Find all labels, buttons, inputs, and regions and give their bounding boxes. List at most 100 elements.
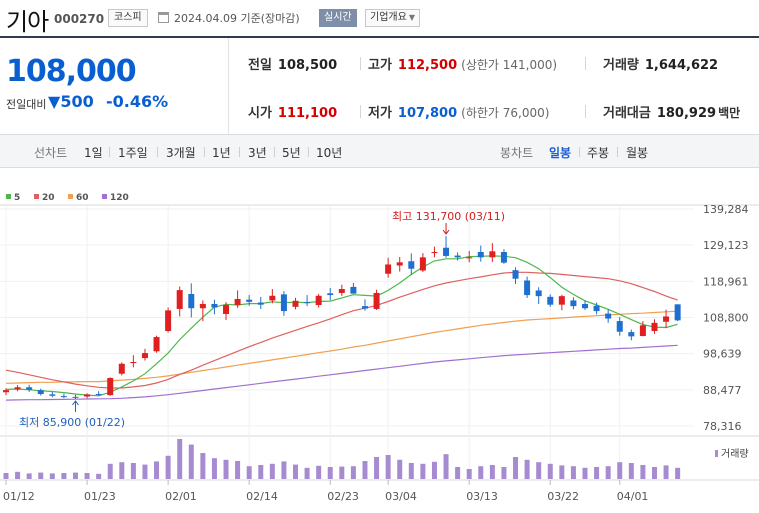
- candle-down: [547, 296, 554, 305]
- company-info-dropdown[interactable]: 기업개요 ▼: [365, 9, 420, 27]
- volume-bar: [362, 461, 368, 479]
- low-arrow-icon: [72, 400, 79, 406]
- candle-up: [3, 390, 9, 393]
- tab-period-1d[interactable]: 1일: [84, 146, 103, 160]
- volume-bar: [130, 463, 136, 479]
- low-label: 저가: [368, 106, 392, 121]
- volume: 거래량 1,644,622: [603, 54, 718, 73]
- candle-down: [327, 293, 334, 296]
- candle-down: [674, 304, 681, 321]
- volume-bar: [61, 473, 67, 479]
- tab-period-3y[interactable]: 3년: [248, 146, 267, 160]
- candle-down: [628, 332, 635, 337]
- volume-bar: [293, 464, 298, 479]
- volume-bar: [651, 467, 657, 479]
- high-value: 112,500: [397, 58, 458, 73]
- volume-label: 거래량: [721, 448, 749, 460]
- x-tick-label: 03/04: [385, 490, 417, 503]
- volume-bar: [211, 458, 217, 479]
- y-tick-label: 108,800: [703, 312, 749, 325]
- volume-bar: [304, 467, 310, 479]
- y-tick-label: 78,316: [703, 420, 742, 433]
- volume-legend-swatch: [715, 450, 718, 457]
- volume-bar: [316, 465, 322, 479]
- candle-down: [582, 303, 588, 309]
- x-tick-label: 01/23: [84, 490, 116, 503]
- volume-bar: [246, 466, 252, 479]
- stock-header: 기아 000270 코스피 2024.04.09 기준(장마감) 실시간 기업개…: [0, 0, 759, 36]
- tab-candle-monthly[interactable]: 월봉: [626, 146, 649, 160]
- volume-bar: [281, 461, 287, 479]
- candle-down: [535, 290, 542, 297]
- candle-up: [489, 251, 496, 258]
- candle-up: [141, 353, 148, 359]
- tab-separator: [274, 147, 275, 157]
- candle-up: [234, 298, 241, 306]
- cell-divider: [360, 105, 361, 118]
- candle-down: [60, 396, 67, 398]
- candle-down: [477, 252, 484, 258]
- volume-bar: [431, 461, 437, 479]
- calendar-icon: [158, 12, 169, 23]
- tab-period-5y[interactable]: 5년: [282, 146, 301, 160]
- tab-separator: [617, 147, 618, 157]
- tab-separator: [579, 147, 580, 157]
- legend-swatch-5: [6, 194, 11, 199]
- candle-down: [408, 261, 415, 269]
- volume-bar: [223, 459, 229, 479]
- chevron-down-icon: ▼: [408, 13, 415, 22]
- candle-up: [338, 289, 345, 293]
- upper-limit: (상한가 141,000): [461, 58, 558, 72]
- tab-period-10y[interactable]: 10년: [316, 146, 343, 160]
- tab-candle-weekly[interactable]: 주봉: [587, 146, 610, 160]
- change-percent: -0.46%: [106, 92, 169, 111]
- amount-value: 180,929: [656, 106, 717, 121]
- volume-bar: [119, 462, 125, 479]
- y-tick-label: 88,477: [703, 384, 742, 397]
- volume-bar: [3, 473, 9, 479]
- prev-close-label: 전일: [248, 58, 272, 73]
- volume-bar: [536, 462, 542, 479]
- candle-down: [350, 286, 357, 294]
- volume-bar: [570, 466, 576, 479]
- candle-down: [211, 303, 218, 308]
- tab-period-1y[interactable]: 1년: [212, 146, 231, 160]
- stock-code: 000270: [54, 12, 105, 26]
- ma5-line: [5, 255, 678, 397]
- candle-down: [512, 270, 519, 279]
- current-price: 108,000: [6, 54, 137, 89]
- market-badge: 코스피: [108, 9, 148, 27]
- period-bar: 선차트 1일 1주일 3개월 1년 3년 5년 10년 봉차트 일봉 주봉 월봉: [0, 134, 759, 168]
- stock-name: 기아: [6, 8, 49, 36]
- volume-bar: [605, 466, 611, 479]
- x-tick-label: 02/14: [246, 490, 278, 503]
- tab-candle-daily[interactable]: 일봉: [549, 146, 572, 160]
- volume-bar: [96, 473, 102, 479]
- ma20-line: [5, 271, 678, 389]
- volume-bar: [235, 461, 241, 479]
- open-value: 111,100: [277, 106, 338, 121]
- tab-period-1w[interactable]: 1주일: [118, 146, 148, 160]
- high-annotation: 최고 131,700 (03/11): [392, 210, 505, 223]
- stock-chart[interactable]: 139,284 129,123 118,961 108,800 98,639 88,477…: [0, 180, 759, 513]
- volume-bar: [559, 465, 565, 479]
- realtime-button[interactable]: 실시간: [319, 9, 357, 27]
- candle-up: [385, 264, 392, 274]
- candle-up: [651, 322, 658, 332]
- legend-swatch-60: [68, 194, 73, 199]
- tab-separator: [308, 147, 309, 157]
- line-chart-label: 선차트: [34, 146, 68, 160]
- open-label: 시가: [248, 106, 272, 121]
- candle-up: [199, 303, 206, 309]
- candle-down: [26, 387, 33, 390]
- volume-bar: [84, 473, 90, 479]
- tab-period-3m[interactable]: 3개월: [166, 146, 196, 160]
- candle-down: [443, 247, 450, 256]
- candle-up: [419, 257, 426, 271]
- cell-divider: [360, 57, 361, 70]
- volume-bar: [327, 467, 333, 479]
- legend-swatch-120: [102, 194, 107, 199]
- candle-down: [49, 394, 56, 396]
- candle-down: [616, 321, 623, 332]
- volume-bar: [154, 461, 160, 479]
